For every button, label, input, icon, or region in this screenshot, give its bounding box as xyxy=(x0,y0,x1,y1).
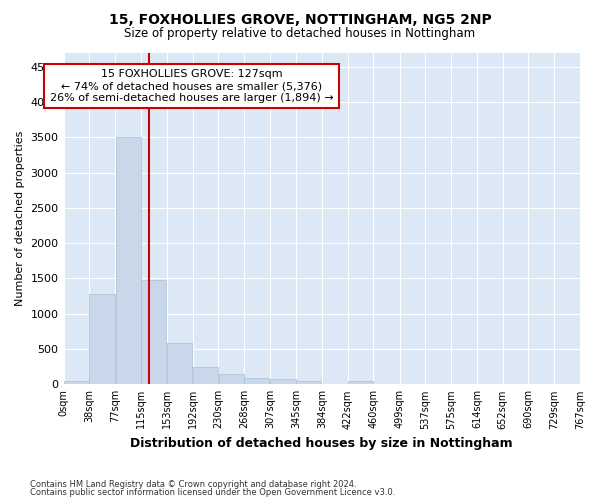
Text: Contains public sector information licensed under the Open Government Licence v3: Contains public sector information licen… xyxy=(30,488,395,497)
Bar xyxy=(296,381,322,384)
Bar xyxy=(167,342,192,384)
Bar xyxy=(64,381,89,384)
Y-axis label: Number of detached properties: Number of detached properties xyxy=(15,130,25,306)
Text: 15 FOXHOLLIES GROVE: 127sqm
← 74% of detached houses are smaller (5,376)
26% of : 15 FOXHOLLIES GROVE: 127sqm ← 74% of det… xyxy=(50,70,333,102)
Bar xyxy=(141,280,166,384)
Bar xyxy=(348,381,373,384)
Bar xyxy=(244,378,269,384)
X-axis label: Distribution of detached houses by size in Nottingham: Distribution of detached houses by size … xyxy=(130,437,513,450)
Bar xyxy=(89,294,115,384)
Bar xyxy=(193,367,218,384)
Text: Contains HM Land Registry data © Crown copyright and database right 2024.: Contains HM Land Registry data © Crown c… xyxy=(30,480,356,489)
Text: Size of property relative to detached houses in Nottingham: Size of property relative to detached ho… xyxy=(124,28,476,40)
Bar xyxy=(116,137,141,384)
Text: 15, FOXHOLLIES GROVE, NOTTINGHAM, NG5 2NP: 15, FOXHOLLIES GROVE, NOTTINGHAM, NG5 2N… xyxy=(109,12,491,26)
Bar xyxy=(218,374,244,384)
Bar xyxy=(271,380,296,384)
